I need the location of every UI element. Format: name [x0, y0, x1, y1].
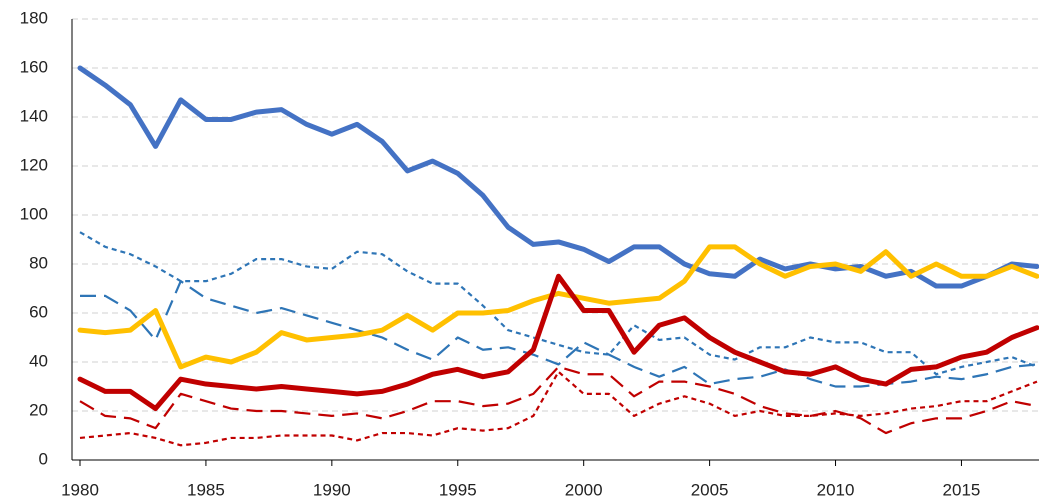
y-tick-label: 0 — [39, 449, 48, 468]
x-tick-label: 2015 — [943, 480, 981, 499]
x-tick-label: 2000 — [565, 480, 603, 499]
x-tick-label: 2010 — [817, 480, 855, 499]
y-tick-label: 100 — [20, 204, 48, 223]
series-line — [77, 244, 1039, 370]
y-tick-label: 140 — [20, 106, 48, 125]
series-line — [80, 280, 1038, 388]
series-line — [77, 273, 1039, 412]
series-line — [79, 370, 1038, 447]
y-tick-label: 80 — [29, 253, 48, 272]
x-tick-label: 1985 — [187, 480, 225, 499]
y-tick-label: 120 — [20, 155, 48, 174]
series-line — [77, 65, 1039, 289]
y-tick-label: 40 — [29, 351, 48, 370]
y-tick-label: 60 — [29, 302, 48, 321]
x-tick-label: 2005 — [691, 480, 729, 499]
y-tick-label: 180 — [20, 8, 48, 27]
series-line — [79, 231, 1038, 376]
x-tick-label: 1990 — [313, 480, 351, 499]
x-tick-label: 1980 — [61, 480, 99, 499]
y-tick-label: 160 — [20, 57, 48, 76]
x-tick-label: 1995 — [439, 480, 477, 499]
y-tick-label: 20 — [29, 400, 48, 419]
